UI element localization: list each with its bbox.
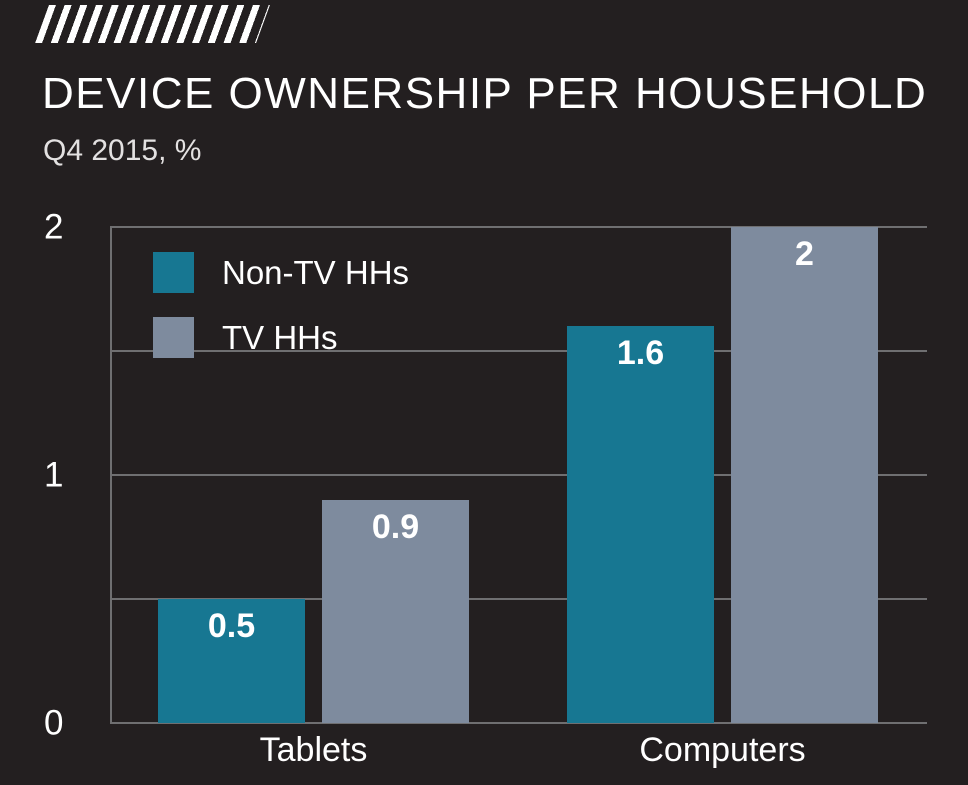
legend-item-non-tv-hhs: Non-TV HHs xyxy=(153,252,409,293)
y-axis-line xyxy=(110,227,112,723)
page-subtitle: Q4 2015, % xyxy=(43,134,202,167)
gridline xyxy=(110,598,927,600)
page-title: DEVICE OWNERSHIP PER HOUSEHOLD xyxy=(42,69,928,118)
legend-swatch-icon xyxy=(153,252,194,293)
bar-value-label: 1.6 xyxy=(616,334,665,373)
bar-computers-tv-hhs: 2 xyxy=(731,227,878,723)
y-tick-label-2: 2 xyxy=(44,207,64,247)
bar-value-label: 0.9 xyxy=(371,507,420,546)
plot-area: 0.5 0.9 1.6 2 xyxy=(110,226,927,724)
gridline xyxy=(110,350,927,352)
legend-label: TV HHs xyxy=(222,318,338,356)
bar-value-label: 2 xyxy=(795,235,814,273)
legend-item-tv-hhs: TV HHs xyxy=(153,317,409,358)
y-tick-label-1: 1 xyxy=(44,455,64,495)
y-tick-label-0: 0 xyxy=(44,703,64,743)
gridline xyxy=(110,226,927,228)
legend: Non-TV HHs TV HHs xyxy=(153,252,409,358)
x-axis-label-computers: Computers xyxy=(639,731,806,769)
legend-swatch-icon xyxy=(153,317,194,358)
bar-tablets-non-tv-hhs: 0.5 xyxy=(158,599,305,723)
gridline xyxy=(110,474,927,476)
x-axis-label-tablets: Tablets xyxy=(259,731,368,769)
legend-label: Non-TV HHs xyxy=(222,253,410,291)
bar-tablets-tv-hhs: 0.9 xyxy=(322,499,469,723)
bar-computers-non-tv-hhs: 1.6 xyxy=(567,326,714,723)
x-axis-baseline xyxy=(110,722,927,724)
bar-value-label: 0.5 xyxy=(207,607,256,645)
hatch-stripes-icon xyxy=(35,5,270,43)
